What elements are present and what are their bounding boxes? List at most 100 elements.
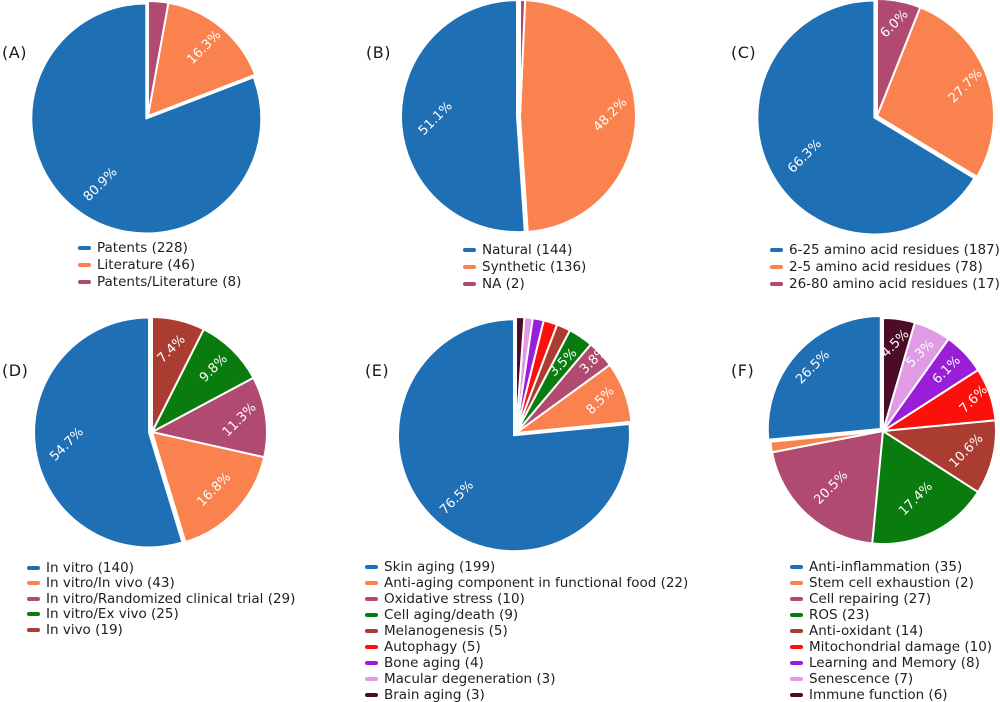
pie-slice: [756, 0, 976, 236]
legend-label: Cell repairing (27): [809, 591, 932, 607]
pie-chart-a: 80.9%16.3%: [30, 0, 263, 235]
legend-item: Anti-oxidant (14): [790, 623, 992, 639]
legend-label: 26-80 amino acid residues (17): [789, 276, 1000, 292]
panel-tag-a: (A): [2, 43, 27, 62]
legend-item: Anti-inflammation (35): [790, 559, 992, 575]
legend-label: ROS (23): [809, 607, 870, 623]
legend-label: Bone aging (4): [384, 655, 484, 671]
legend-item: In vitro/Ex vivo (25): [27, 606, 295, 623]
legend-label: Patents (228): [97, 240, 188, 256]
legend-label: Brain aging (3): [384, 687, 485, 702]
legend-label: In vitro/Ex vivo (25): [46, 606, 179, 623]
legend-item: Oxidative stress (10): [365, 591, 688, 607]
legend-label: Immune function (6): [809, 687, 948, 702]
panel-tag-f: (F): [731, 361, 755, 380]
pie-slice: [397, 318, 631, 553]
legend-swatch: [770, 248, 783, 252]
pie-slice: [151, 376, 268, 459]
legend-item: Patents/Literature (8): [78, 274, 241, 291]
legend-swatch: [365, 565, 378, 569]
legend-label: In vitro/In vivo (43): [46, 575, 175, 592]
legend-label: Literature (46): [97, 257, 196, 273]
legend-swatch: [27, 627, 40, 632]
pie-slice: [766, 314, 882, 441]
legend-swatch: [27, 565, 40, 570]
legend-item: Immune function (6): [790, 687, 992, 702]
legend-swatch: [27, 581, 40, 586]
panel-tag-e: (E): [365, 361, 390, 380]
legend-item: Cell repairing (27): [790, 591, 992, 607]
legend-label: 6-25 amino acid residues (187): [789, 242, 1000, 258]
pie-chart-d: 54.7%16.8%11.3%9.8%7.4%: [33, 316, 268, 549]
legend-swatch: [365, 613, 378, 617]
legend-item: Cell aging/death (9): [365, 607, 688, 623]
legend-label: Macular degeneration (3): [384, 671, 556, 687]
legend-swatch: [27, 612, 40, 617]
pie-slice: [771, 430, 884, 545]
pie-slice: [515, 315, 526, 434]
pie-slice: [519, 0, 527, 117]
pie-slice: [147, 0, 170, 117]
legend-swatch: [463, 282, 476, 286]
legend-item: Melanogenesis (5): [365, 623, 688, 639]
legend-item: Bone aging (4): [365, 655, 688, 671]
legend-swatch: [790, 581, 803, 585]
legend-label: Anti-inflammation (35): [809, 559, 963, 575]
legend-swatch: [365, 597, 378, 601]
pie-slice: [519, 0, 637, 233]
legend-item: In vitro (140): [27, 560, 295, 576]
legend-swatch: [463, 265, 476, 269]
legend-label: Learning and Memory (8): [809, 655, 980, 671]
legend-swatch: [790, 565, 803, 569]
legend-swatch: [78, 246, 91, 250]
legend-label: NA (2): [482, 276, 525, 292]
legend-item: ROS (23): [790, 607, 992, 623]
legend-item: Stem cell exhaustion (2): [790, 575, 992, 591]
legend-swatch: [770, 265, 783, 269]
legend-label: Synthetic (136): [482, 259, 587, 275]
legend-label: Autophagy (5): [384, 639, 481, 655]
legend-swatch: [365, 629, 378, 633]
pie-slice: [151, 431, 266, 544]
pie-slice: [876, 0, 922, 117]
pie-slice: [147, 1, 257, 117]
pie-slice: [876, 6, 995, 178]
legend-swatch: [365, 581, 378, 585]
legend-label: Cell aging/death (9): [384, 607, 519, 623]
legend-swatch: [463, 248, 476, 252]
pie-slice: [151, 316, 205, 433]
legend-label: Stem cell exhaustion (2): [809, 575, 974, 591]
legend-a: Patents (228) Literature (46) Patents/Lite…: [78, 240, 241, 291]
legend-item: Macular degeneration (3): [365, 671, 688, 687]
legend-c: 6-25 amino acid residues (187) 2-5 amino …: [770, 242, 1000, 293]
legend-label: Oxidative stress (10): [384, 591, 525, 607]
legend-swatch: [770, 282, 783, 286]
pie-chart-f: 26.5%20.5% 17.4%10.6%7.6%6.1%5.3%4.5%: [766, 314, 997, 545]
legend-swatch: [365, 677, 378, 681]
panel-tag-d: (D): [2, 361, 29, 380]
legend-item: 2-5 amino acid residues (78): [770, 259, 1000, 276]
legend-item: Skin aging (199): [365, 559, 688, 575]
legend-swatch: [78, 263, 91, 267]
legend-label: Patents/Literature (8): [97, 274, 242, 290]
legend-item: Mitochondrial damage (10): [790, 639, 992, 655]
legend-label: In vitro/Randomized clinical trial (29): [46, 590, 296, 607]
legend-item: 26-80 amino acid residues (17): [770, 276, 1000, 293]
legend-item: NA (2): [463, 276, 586, 293]
legend-swatch: [78, 280, 91, 284]
pie-slice: [871, 430, 980, 545]
legend-item: Anti-aging component in functional food …: [365, 575, 688, 591]
legend-item: Learning and Memory (8): [790, 655, 992, 671]
legend-item: In vitro/Randomized clinical trial (29): [27, 591, 295, 607]
panel-tag-c: (C): [731, 43, 757, 62]
legend-label: 2-5 amino acid residues (78): [789, 259, 983, 275]
legend-item: Synthetic (136): [463, 259, 586, 276]
legend-item: Patents (228): [78, 240, 241, 257]
pie-chart-c: 66.3%27.7%6.0%: [756, 0, 995, 236]
pie-slice: [882, 419, 997, 494]
legend-swatch: [365, 645, 378, 649]
pie-chart-e: 76.5%8.5%3.8%3.5%: [397, 315, 633, 553]
legend-item: Autophagy (5): [365, 639, 688, 655]
